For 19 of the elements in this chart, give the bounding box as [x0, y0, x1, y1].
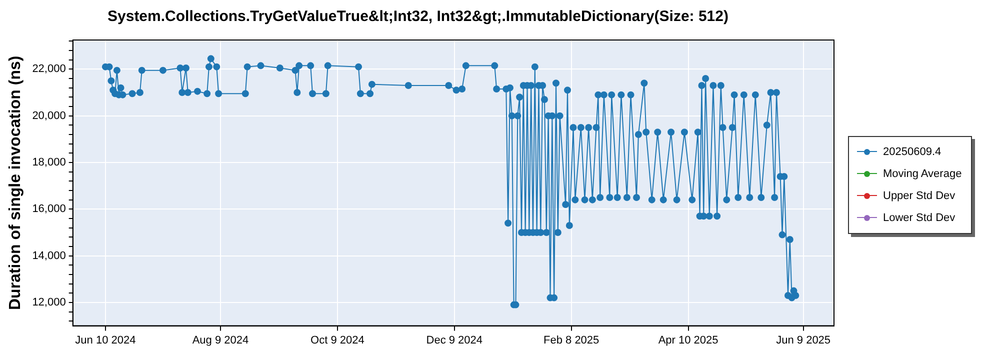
y-tick-label: 16,000 — [32, 203, 66, 216]
chart-title: System.Collections.TryGetValueTrue&lt;Int32, Int32&gt;.ImmutableDictionary(Size: 512) — [108, 8, 728, 26]
x-tick-label: Apr 10 2025 — [658, 334, 718, 346]
x-tick-label: Oct 9 2024 — [310, 334, 364, 346]
x-tick-label: Dec 9 2024 — [426, 334, 483, 346]
x-tick-label: Jun 10 2024 — [75, 334, 136, 346]
legend-label: Lower Std Dev — [883, 212, 956, 224]
legend-label: Upper Std Dev — [883, 190, 956, 202]
x-tick-label: Aug 9 2024 — [192, 334, 249, 346]
y-tick-label: 18,000 — [32, 156, 66, 169]
legend-label: 20250609.4 — [883, 146, 942, 158]
y-axis-title: Duration of single invocation (ns) — [7, 56, 24, 310]
y-tick-label: 20,000 — [32, 110, 66, 122]
x-tick-label: Jun 9 2025 — [776, 334, 831, 346]
y-tick-label: 12,000 — [32, 296, 66, 308]
y-tick-label: 14,000 — [32, 250, 66, 262]
legend-label: Moving Average — [883, 168, 962, 180]
x-tick-label: Feb 8 2025 — [544, 334, 600, 346]
y-tick-label: 22,000 — [32, 63, 66, 76]
